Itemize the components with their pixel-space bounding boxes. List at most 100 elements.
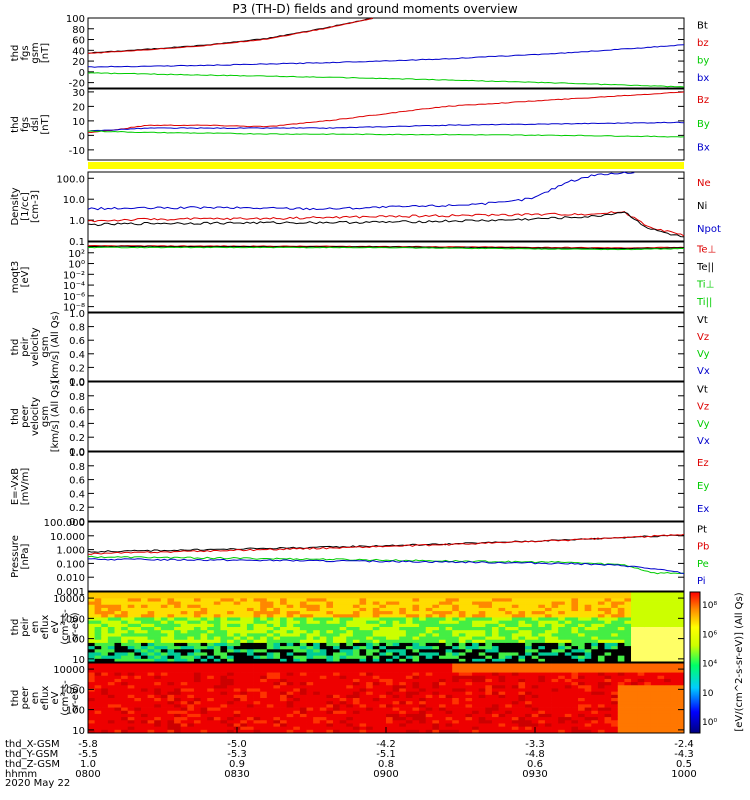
series-line-blue <box>88 122 684 131</box>
legend-entry: Te⊥ <box>696 245 716 256</box>
legend-entry: Te|| <box>696 262 714 273</box>
x-tick-label: 0900 <box>373 769 398 780</box>
panel-frame <box>88 89 684 160</box>
legend-entry: Bx <box>697 143 710 154</box>
y-tick-label: 10⁻² <box>63 270 85 281</box>
panel-peir-eflux: 10000 1000 100 10 thd peir en eflux eV (cm²-s-sr-… <box>10 592 684 666</box>
y-axis-label: [nT] <box>40 43 51 63</box>
y-tick-label: 1.000 <box>56 546 85 557</box>
y-tick-label: 60 <box>72 36 85 47</box>
panel-density: 100.0 10.0 1.0 0.1 Density [1/cc] [cm-3] Ne Ni Np… <box>10 172 721 248</box>
y-tick-label: 0 <box>79 131 85 142</box>
chart-title: P3 (TH-D) fields and ground moments over… <box>232 2 517 16</box>
y-tick-label: 1.0 <box>69 309 85 320</box>
panel-fgs-gsm: 100806040200-20 thd fgs gsm [nT] Bt bz by bx <box>10 14 709 90</box>
y-tick-label: 30 <box>72 88 85 99</box>
series-line-green <box>88 131 684 137</box>
y-tick-label: 10000 <box>53 594 85 605</box>
panel-peer-velocity: 1.00.80.60.40.20.0thd peer velocity gsm [km/… <box>10 378 710 458</box>
legend-entry: Ez <box>697 458 709 469</box>
y-tick-label: 0.4 <box>69 489 85 500</box>
panel-frame <box>88 172 684 241</box>
legend-entry: Npot <box>697 224 721 235</box>
series-line-red <box>88 18 373 53</box>
y-tick-label: -10 <box>69 146 85 157</box>
colorbar: 10⁸10⁶10⁴10⁲10⁰ [eV/(cm^2-s-sr-eV)] (All … <box>690 592 745 733</box>
legend-entry: Ey <box>697 481 709 492</box>
y-tick-label: 1.0 <box>69 378 85 389</box>
y-tick-label: 100.000 <box>44 518 85 529</box>
series-line-green <box>88 73 684 87</box>
y-tick-label: 10 <box>72 117 85 128</box>
spectrogram-peir-eflux <box>88 592 684 662</box>
colorbar-tick-label: 10⁴ <box>702 660 717 670</box>
y-axis-label: [mV/m] <box>20 468 31 506</box>
panel-peir-velocity: 1.0 0.8 0.6 0.4 0.2 0.0 thd peir velocity gsm [km/… <box>10 309 710 388</box>
series-line-black <box>88 19 373 54</box>
y-tick-label: 1.0 <box>69 216 85 227</box>
colorbar-tick-label: 10⁶ <box>702 630 717 640</box>
y-tick-label: 40 <box>72 46 85 57</box>
y-tick-label: 10² <box>68 249 85 260</box>
y-tick-label: 0.8 <box>69 392 85 403</box>
panel-fgs-dsl: 30 20 10 0 -10 thd fgs dsl [nT] Bz By Bx <box>10 88 710 160</box>
colorbar-tick-label: 10⁲ <box>702 689 714 699</box>
y-tick-label: 0.1 <box>69 237 85 248</box>
legend-entry: Ex <box>697 504 709 515</box>
x-tick-label: 0830 <box>224 769 249 780</box>
legend-entry: Ne <box>697 178 711 189</box>
y-tick-label: 0.100 <box>56 559 85 570</box>
y-tick-label: 10⁻⁶ <box>63 292 85 303</box>
panel-frame <box>88 18 684 88</box>
series-line-red <box>88 212 684 236</box>
y-tick-label: 10000 <box>53 665 85 676</box>
legend-entry: Vt <box>697 315 708 326</box>
panel-efield: 1.0 0.8 0.6 0.4 0.2 0.0 E=-VxB [mV/m] Ez Ey Ex <box>10 448 709 528</box>
y-tick-label: 0.6 <box>69 406 85 417</box>
y-axis-label: [km/s] (All Qs) <box>50 381 61 453</box>
panel-frame <box>88 522 684 591</box>
y-tick-label: 0.6 <box>69 476 85 487</box>
y-axis-label: [km/s] (All Qs) <box>50 311 61 383</box>
y-axis-label: [cm-3] <box>30 190 41 223</box>
legend-entry: Ti|| <box>696 297 712 308</box>
colorbar-tick-label: 10⁸ <box>702 601 717 611</box>
y-axis-label: sr-eV) <box>70 612 81 641</box>
y-tick-label: 0.2 <box>69 433 85 444</box>
legend-entry: Pb <box>697 542 709 553</box>
legend-entry: Bz <box>697 95 709 106</box>
panel-peer-eflux: 10000 1000 100 10 thd peer en eflux eV (cm²-s-sr-… <box>10 663 684 737</box>
legend-entry: Vz <box>697 332 709 343</box>
y-tick-label: 0.4 <box>69 350 85 361</box>
x-tick-label: 0800 <box>75 769 100 780</box>
series-line-green <box>88 556 684 573</box>
y-axis-label: [nT] <box>40 114 51 134</box>
x-axis-date: 2020 May 22 <box>5 778 70 789</box>
y-tick-label: 0.8 <box>69 462 85 473</box>
colorbar-label: [eV/(cm^2-s-sr-eV)] (All Qs) <box>734 592 745 731</box>
panel-frame <box>88 313 684 381</box>
legend-entry: Vx <box>697 366 710 377</box>
series-line-red <box>88 92 684 133</box>
y-tick-label: 0.6 <box>69 336 85 347</box>
panels: 100806040200-20thd fgs gsm [nT]Btbzbybx3020… <box>10 14 745 737</box>
legend-entry: Pi <box>697 576 706 587</box>
y-tick-label: 10.0 <box>63 195 85 206</box>
series-line-black <box>88 535 684 552</box>
spectrogram-peer-eflux <box>88 663 684 733</box>
y-tick-label: 100.0 <box>56 174 85 185</box>
x-axis-labels: thd_X-GSM -5.8 -5.0 -4.2 -3.3 -2.4thd_Y-GSM -5… <box>5 727 697 789</box>
y-tick-label: 10.000 <box>50 532 85 543</box>
series-line-black <box>88 212 684 237</box>
x-tick-label: 0930 <box>522 769 547 780</box>
y-tick-label: 10⁰ <box>68 260 85 271</box>
series-line-red <box>88 534 684 554</box>
series-line-blue <box>88 172 634 210</box>
legend-entry: by <box>697 56 709 67</box>
y-tick-label: 10⁻⁴ <box>63 281 85 292</box>
y-tick-label: 0.4 <box>69 419 85 430</box>
legend-entry: Vy <box>697 419 710 430</box>
legend-entry: By <box>697 119 710 130</box>
panel-frame <box>88 382 684 451</box>
y-tick-label: 1.0 <box>69 448 85 459</box>
